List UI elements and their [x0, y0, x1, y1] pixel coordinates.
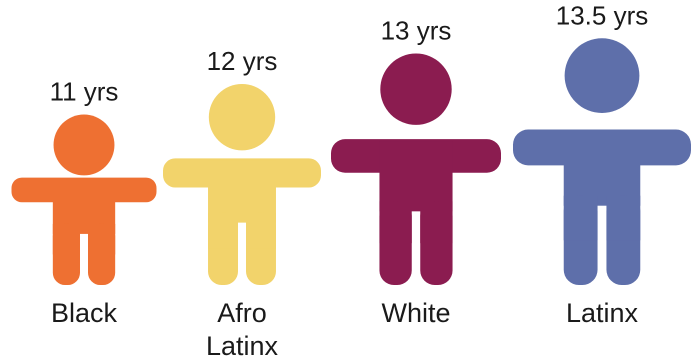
category-label: Black — [51, 298, 118, 328]
category-label: Latinx — [566, 298, 639, 328]
figure-leg-fill — [420, 201, 453, 244]
figure-2 — [331, 53, 501, 285]
figure-leg-fill — [246, 212, 276, 249]
figure-torso — [208, 160, 276, 223]
figure-leg-fill — [88, 223, 116, 255]
figure-leg-fill — [379, 201, 412, 244]
figure-head — [380, 53, 452, 125]
figure-leg-fill — [208, 212, 238, 249]
figure-leg-fill — [606, 195, 641, 241]
value-label: 11 yrs — [50, 77, 119, 107]
figure-leg-fill — [563, 195, 598, 241]
figure-torso — [563, 131, 641, 206]
value-label: 13 yrs — [381, 16, 452, 46]
category-label: Latinx — [206, 331, 279, 361]
figure-head — [208, 84, 276, 151]
value-label: 13.5 yrs — [556, 0, 649, 30]
category-label: Afro — [217, 298, 267, 328]
figure-0 — [11, 114, 157, 285]
category-label: White — [381, 298, 450, 328]
value-label: 12 yrs — [207, 46, 278, 76]
figure-torso — [379, 141, 453, 212]
figure-head — [564, 38, 640, 114]
figure-3 — [513, 38, 691, 285]
figure-head — [53, 114, 115, 176]
figure-leg-fill — [52, 223, 80, 255]
figure-1 — [163, 84, 321, 285]
